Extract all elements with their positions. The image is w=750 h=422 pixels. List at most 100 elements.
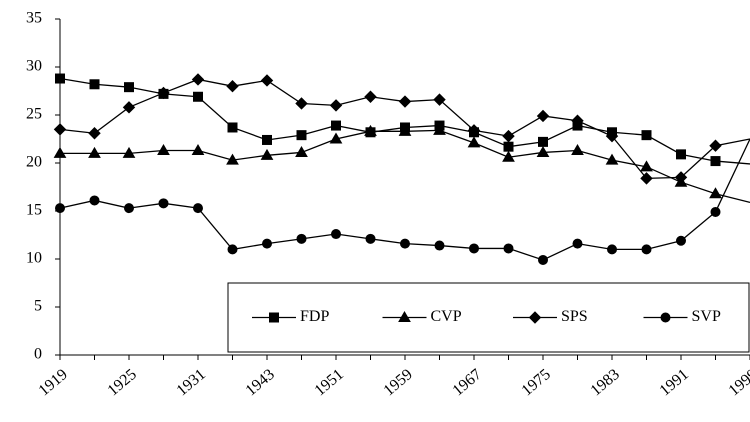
data-point (538, 254, 548, 265)
data-point (53, 146, 67, 158)
x-tick-label: 1931 (173, 366, 208, 400)
x-tick-label: 1951 (311, 366, 346, 400)
data-point (364, 90, 377, 103)
data-point (226, 153, 239, 165)
data-point (434, 240, 445, 251)
data-point (260, 148, 274, 160)
y-tick-label: 25 (26, 106, 42, 123)
data-point (641, 130, 652, 141)
data-point (605, 129, 619, 143)
data-point (467, 136, 481, 148)
legend-label: CVP (431, 308, 462, 325)
data-point (503, 243, 514, 254)
x-tick-label: 1925 (104, 366, 139, 400)
data-point (124, 203, 134, 214)
data-point (605, 153, 619, 165)
data-point (674, 171, 688, 184)
data-point (571, 144, 584, 156)
data-point (88, 146, 101, 158)
data-point (296, 130, 307, 141)
data-point (641, 244, 652, 255)
legend-label: SVP (692, 308, 721, 325)
x-tick-label: 1975 (518, 366, 553, 400)
data-point (572, 238, 583, 249)
x-tick-label: 1991 (656, 366, 691, 400)
data-point (124, 82, 134, 93)
data-point (227, 122, 238, 133)
data-point (55, 73, 65, 84)
data-point (122, 146, 136, 158)
x-tick-label: 1919 (35, 366, 70, 400)
y-tick-label: 30 (26, 58, 42, 75)
data-point (710, 156, 721, 167)
data-point (502, 150, 515, 162)
x-tick-label: 1983 (587, 366, 622, 400)
data-point (191, 73, 205, 86)
data-point (226, 79, 239, 93)
data-point (640, 172, 653, 185)
legend-marker (269, 312, 279, 323)
legend-marker (398, 311, 411, 322)
data-point (398, 95, 412, 108)
data-point (262, 134, 272, 145)
data-point (295, 97, 308, 110)
data-point (329, 99, 343, 112)
data-point (607, 244, 617, 255)
data-point (433, 123, 446, 135)
data-point (400, 238, 410, 249)
data-point (502, 129, 515, 143)
legend-label: SPS (561, 308, 588, 325)
data-point (364, 124, 377, 136)
data-point (467, 124, 481, 137)
data-point (365, 233, 376, 244)
data-point (331, 229, 341, 240)
data-point (89, 79, 100, 90)
legend-marker (528, 311, 542, 324)
y-tick-label: 10 (26, 250, 42, 267)
legend-marker (660, 312, 671, 323)
data-point (709, 139, 722, 152)
data-point (193, 203, 203, 214)
x-tick-label: 1967 (449, 366, 484, 400)
y-tick-label: 15 (26, 202, 42, 219)
data-point (536, 109, 550, 123)
data-point (88, 127, 101, 140)
data-point (676, 149, 686, 160)
data-point (53, 123, 67, 136)
x-tick-label: 1943 (242, 366, 277, 400)
data-point (193, 91, 203, 102)
data-point (157, 144, 170, 156)
data-point (55, 203, 65, 214)
data-point (469, 243, 479, 254)
data-point (158, 198, 169, 209)
data-point (329, 132, 343, 144)
data-point (227, 244, 238, 255)
data-point (260, 74, 274, 87)
data-point (538, 136, 548, 147)
data-point (262, 238, 272, 249)
data-point (503, 141, 514, 152)
y-tick-label: 20 (26, 154, 42, 171)
data-point (191, 144, 205, 156)
data-point (433, 93, 446, 106)
data-point (571, 114, 584, 127)
x-tick-label: 1959 (380, 366, 415, 400)
y-tick-label: 0 (34, 346, 42, 363)
data-point (331, 120, 341, 131)
y-tick-label: 5 (34, 298, 42, 315)
data-point (89, 195, 100, 206)
data-point (398, 124, 412, 136)
data-point (709, 187, 722, 199)
data-point (710, 206, 721, 217)
data-point (640, 160, 653, 172)
legend: FDP CVP SPS SVP (227, 282, 750, 353)
data-point (295, 145, 308, 157)
data-point (157, 86, 170, 100)
legend-label: FDP (300, 308, 329, 325)
data-point (536, 145, 550, 157)
data-point (676, 235, 686, 246)
y-tick-label: 35 (26, 10, 42, 27)
data-point (122, 101, 136, 114)
data-point (296, 233, 307, 244)
